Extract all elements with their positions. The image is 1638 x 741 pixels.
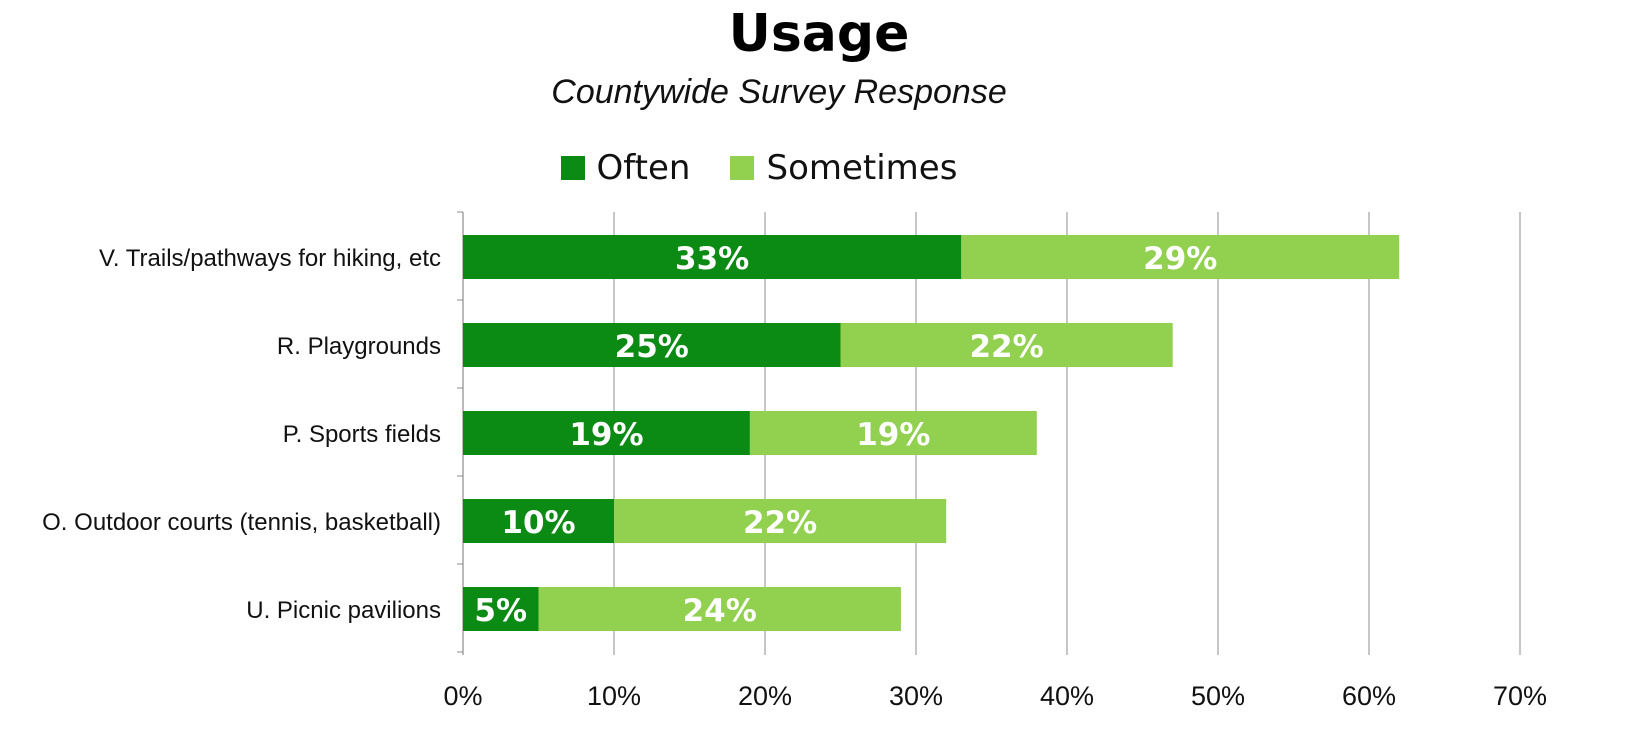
x-tick-label: 70% (1493, 681, 1547, 711)
category-label-0: V. Trails/pathways for hiking, etc (99, 245, 441, 272)
bar-sometimes-4 (538, 587, 901, 631)
x-tick-label: 40% (1040, 681, 1094, 711)
category-label-1: R. Playgrounds (277, 333, 441, 360)
data-label-sometimes-3: 22% (743, 505, 817, 541)
category-label-4: U. Picnic pavilions (246, 597, 441, 624)
bar-often-4 (463, 587, 539, 631)
data-label-sometimes-1: 22% (969, 329, 1043, 365)
legend-item-often: Often (560, 148, 691, 188)
legend-item-sometimes: Sometimes (730, 148, 957, 188)
legend-label-sometimes: Sometimes (766, 148, 958, 188)
data-label-often-4: 5% (474, 593, 527, 629)
category-label-3: O. Outdoor courts (tennis, basketball) (42, 509, 441, 536)
bar-often-3 (463, 499, 614, 543)
x-tick-label: 50% (1191, 681, 1245, 711)
x-tick-label: 10% (587, 681, 641, 711)
legend-label-often: Often (596, 148, 691, 188)
x-tick-label: 0% (443, 681, 482, 711)
bar-sometimes-3 (614, 499, 947, 543)
bar-often-0 (463, 235, 962, 279)
x-tick-label: 20% (738, 681, 792, 711)
bar-sometimes-0 (961, 235, 1400, 279)
chart-subtitle: Countywide Survey Response (551, 73, 1007, 111)
bar-often-1 (463, 323, 841, 367)
chart-legend: Often Sometimes (0, 148, 1578, 188)
data-label-often-2: 19% (569, 417, 643, 453)
bar-sometimes-2 (749, 411, 1037, 455)
data-label-often-3: 10% (501, 505, 575, 541)
data-label-sometimes-4: 24% (683, 593, 757, 629)
bar-often-2 (463, 411, 750, 455)
x-tick-label: 30% (889, 681, 943, 711)
data-label-often-1: 25% (615, 329, 689, 365)
data-label-sometimes-2: 19% (856, 417, 930, 453)
x-tick-label: 60% (1342, 681, 1396, 711)
chart-title: Usage (728, 4, 910, 64)
bar-sometimes-1 (840, 323, 1173, 367)
category-label-2: P. Sports fields (283, 421, 441, 448)
legend-swatch-sometimes (730, 156, 755, 180)
data-label-often-0: 33% (675, 241, 749, 277)
data-label-sometimes-0: 29% (1143, 241, 1217, 277)
legend-swatch-often (560, 156, 585, 180)
